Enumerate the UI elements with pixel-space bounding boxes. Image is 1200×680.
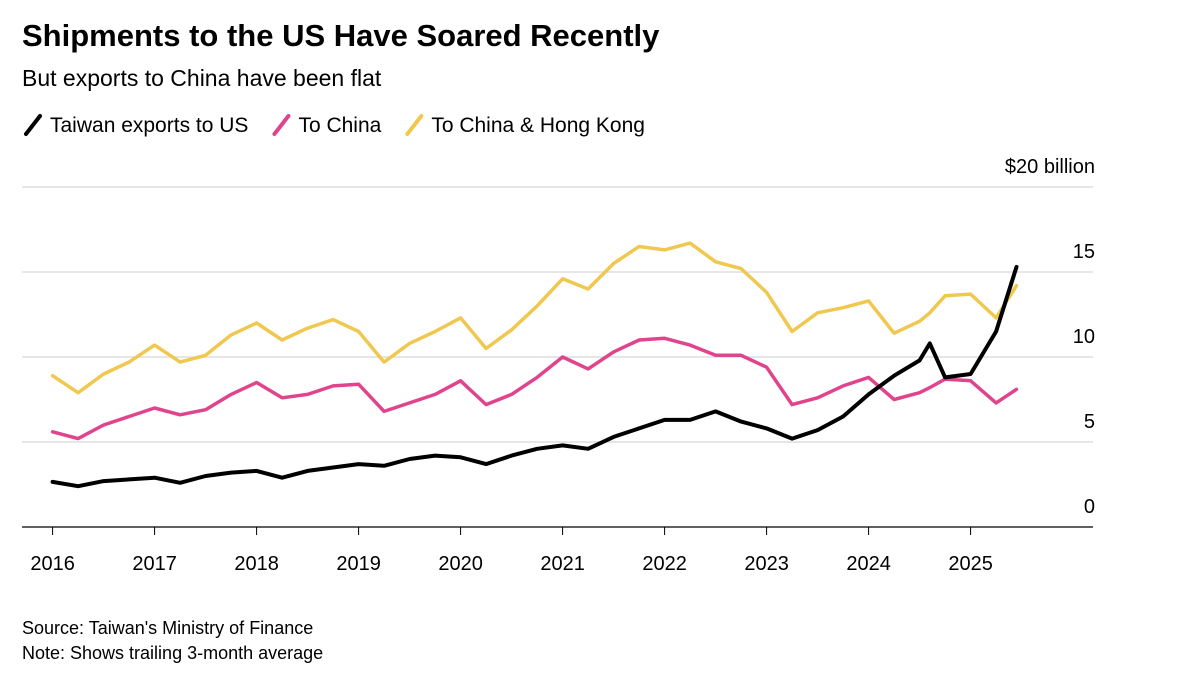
x-tick-label: 2025 (948, 553, 993, 575)
y-tick-label: $20 billion (1005, 156, 1095, 178)
source: Source: Taiwan's Ministry of Finance (22, 618, 313, 638)
x-tick-label: 2022 (642, 553, 687, 575)
x-tick-label: 2019 (336, 553, 381, 575)
legend-label: Taiwan exports to US (50, 114, 248, 137)
chart-subtitle: But exports to China have been flat (22, 65, 382, 91)
x-tick-label: 2016 (30, 553, 75, 575)
y-tick-label: 10 (1073, 326, 1095, 348)
legend-swatch (24, 114, 42, 136)
x-tick-label: 2021 (540, 553, 585, 575)
x-tick-label: 2023 (744, 553, 789, 575)
series-line (50, 336, 1019, 441)
x-tick-label: 2020 (438, 553, 483, 575)
y-tick-label: 5 (1084, 411, 1095, 433)
note: Note: Shows trailing 3-month average (22, 643, 323, 663)
chart-title: Shipments to the US Have Soared Recently (22, 18, 660, 53)
x-tick-label: 2018 (234, 553, 279, 575)
legend-label: To China & Hong Kong (431, 114, 645, 137)
y-tick-label: 0 (1084, 496, 1095, 518)
series-line (50, 264, 1019, 489)
legend-swatch (272, 114, 291, 136)
series-line (50, 241, 1019, 395)
x-tick-label: 2017 (132, 553, 177, 575)
legend-swatch (405, 114, 424, 136)
x-tick-label: 2024 (846, 553, 891, 575)
y-tick-label: 15 (1073, 241, 1095, 263)
legend-label: To China (298, 114, 381, 137)
